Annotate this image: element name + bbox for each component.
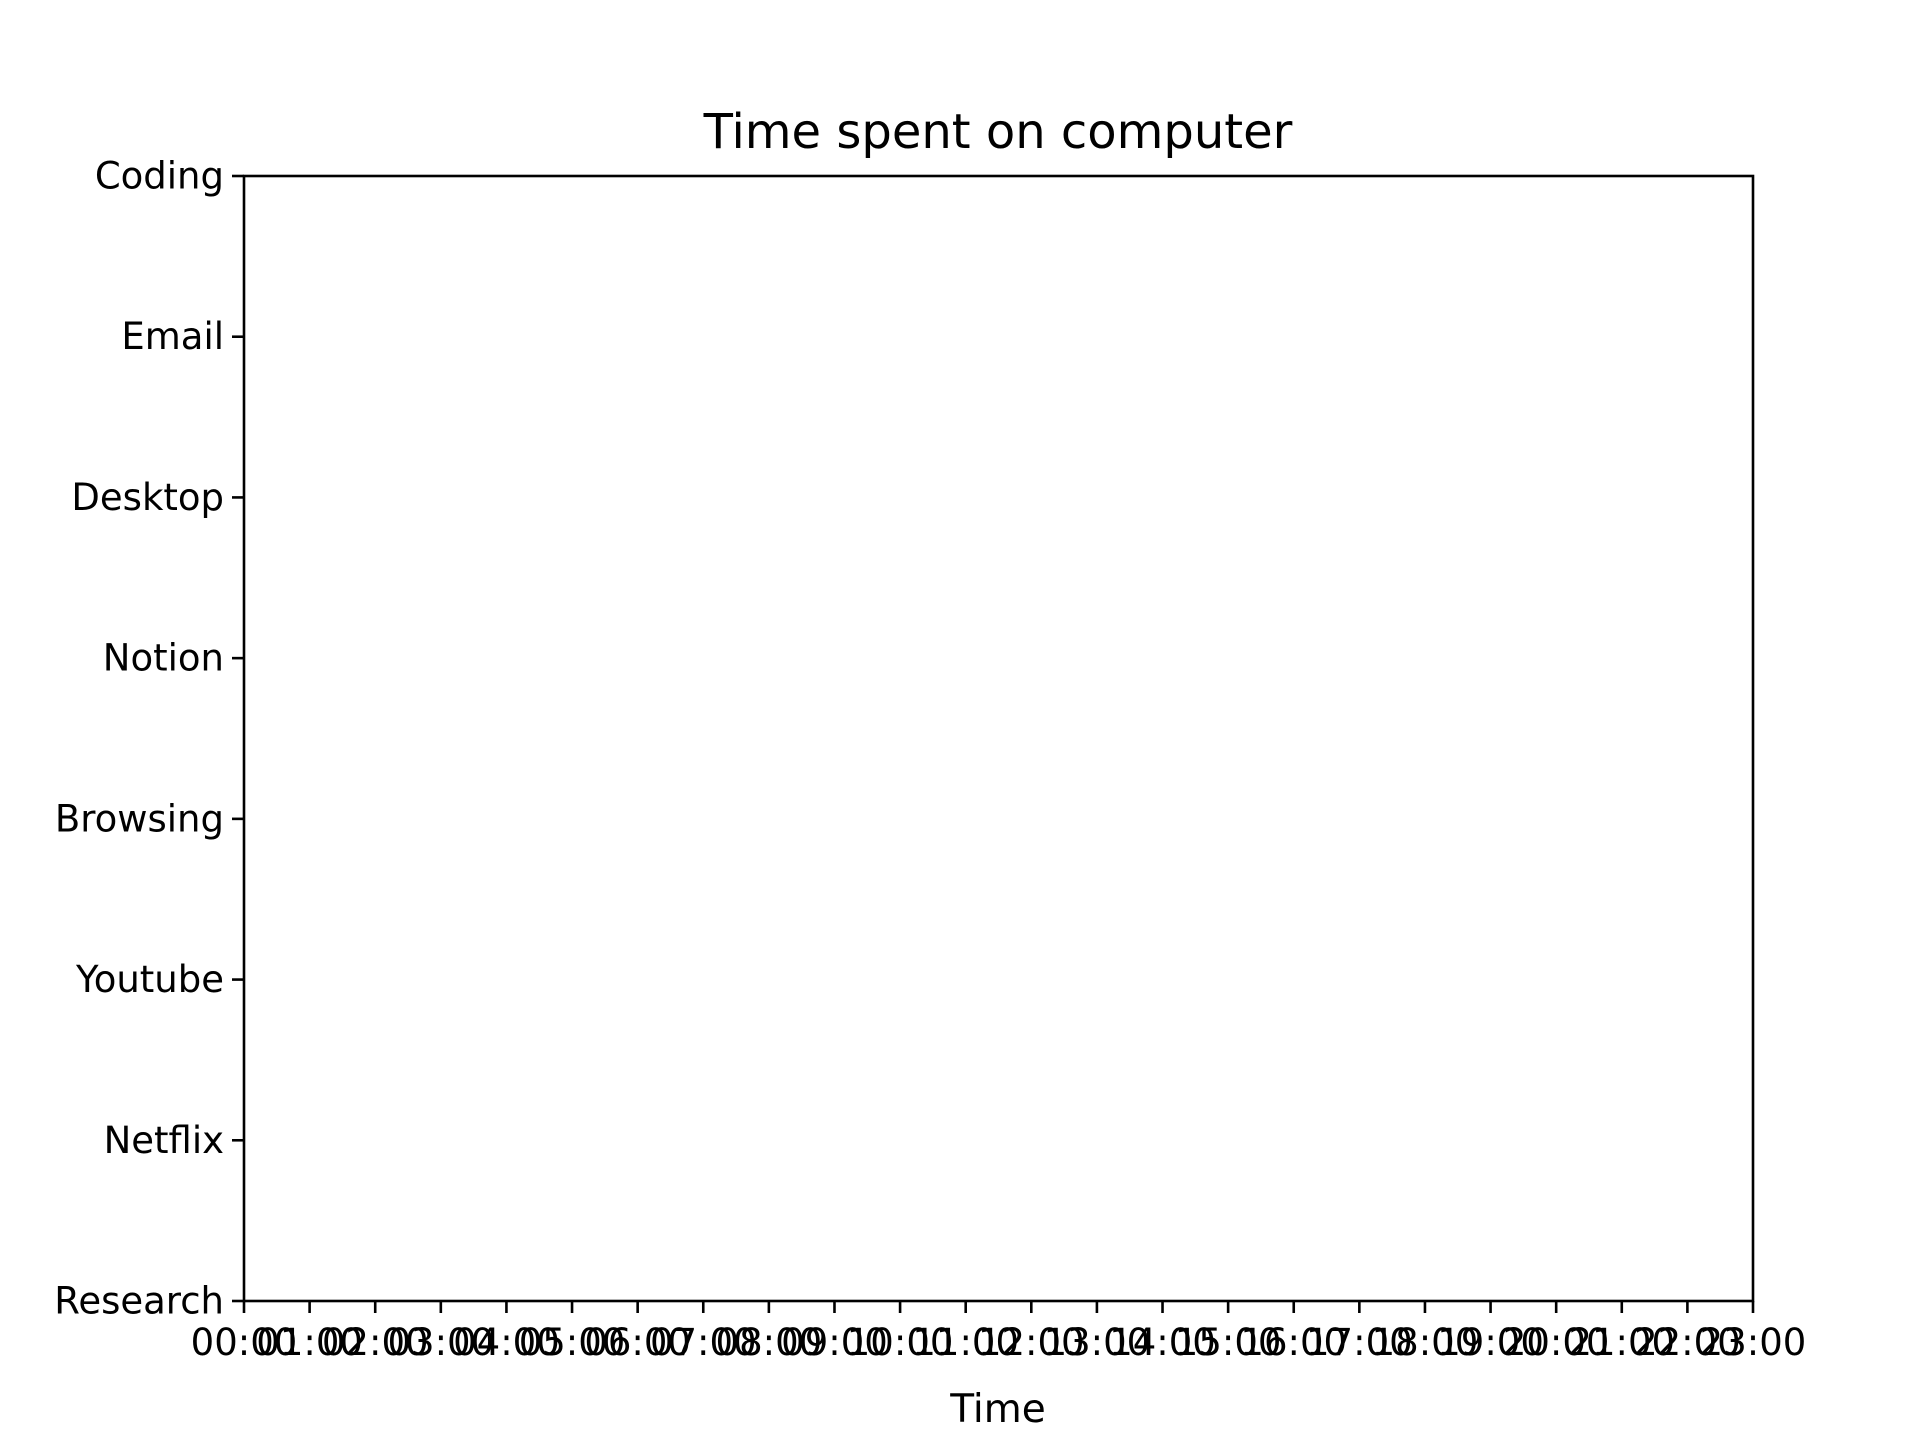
- x-tick-label: 07:00: [650, 1321, 757, 1364]
- x-tick-label: 05:00: [519, 1321, 626, 1364]
- x-tick-label: 22:00: [1634, 1321, 1741, 1364]
- y-tick-label: Desktop: [71, 476, 224, 519]
- y-tick-label: Email: [121, 315, 224, 358]
- y-tick-label: Youtube: [75, 958, 224, 1001]
- x-tick-label: 02:00: [322, 1321, 429, 1364]
- x-tick-label: 14:00: [1109, 1321, 1216, 1364]
- y-tick-label: Notion: [103, 637, 224, 680]
- x-tick-label: 19:00: [1437, 1321, 1544, 1364]
- plot-area: [242, 174, 1755, 1303]
- x-axis: 00:0001:0002:0003:0004:0005:0006:0007:00…: [191, 1301, 1807, 1364]
- x-tick-label: 10:00: [847, 1321, 954, 1364]
- x-tick-label: 01:00: [256, 1321, 363, 1364]
- x-tick-label: 08:00: [716, 1321, 823, 1364]
- y-tick-label: Browsing: [55, 797, 224, 840]
- x-tick-label: 03:00: [388, 1321, 495, 1364]
- x-tick-label: 12:00: [978, 1321, 1085, 1364]
- x-tick-label: 00:00: [191, 1321, 298, 1364]
- x-tick-label: 18:00: [1372, 1321, 1479, 1364]
- y-axis: Coding Email Desktop Notion Browsing Youtube N…: [54, 155, 244, 1323]
- x-tick-label: 09:00: [781, 1321, 888, 1364]
- x-tick-label: 06:00: [584, 1321, 691, 1364]
- y-tick-label: Netflix: [104, 1119, 224, 1162]
- x-axis-label: Time: [949, 1387, 1045, 1432]
- x-tick-label: 16:00: [1240, 1321, 1347, 1364]
- x-tick-label: 20:00: [1503, 1321, 1610, 1364]
- x-tick-label: 04:00: [453, 1321, 560, 1364]
- y-tick-label: Research: [54, 1280, 224, 1323]
- y-tick-label: Coding: [95, 155, 224, 198]
- x-tick-label: 15:00: [1175, 1321, 1282, 1364]
- x-tick-label: 11:00: [912, 1321, 1019, 1364]
- chart-title: Time spent on computer: [703, 104, 1293, 160]
- x-tick-label: 17:00: [1306, 1321, 1413, 1364]
- x-tick-label: 23:00: [1700, 1321, 1807, 1364]
- x-tick-label: 13:00: [1044, 1321, 1151, 1364]
- x-tick-label: 21:00: [1568, 1321, 1675, 1364]
